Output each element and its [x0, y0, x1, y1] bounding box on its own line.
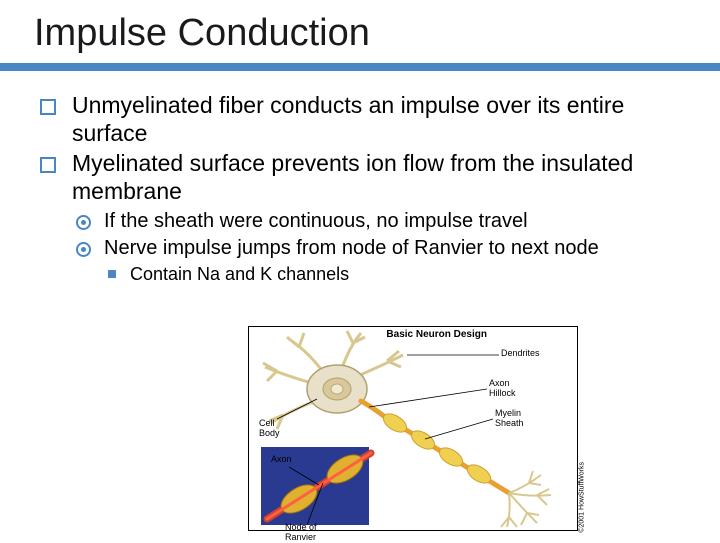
bullet-list: Unmyelinated fiber conducts an impulse o… — [34, 91, 700, 286]
accent-rule — [0, 63, 720, 71]
label-dendrites: Dendrites — [501, 349, 540, 359]
bullet-2-2-sublist: Contain Na and K channels — [104, 263, 700, 286]
page-title: Impulse Conduction — [0, 0, 720, 63]
bullet-2: Myelinated surface prevents ion flow fro… — [34, 149, 700, 286]
neuron-figure: Basic Neuron Design — [248, 326, 578, 531]
bullet-2-1-text: If the sheath were continuous, no impuls… — [104, 210, 528, 232]
bullet-2-2-1-text: Contain Na and K channels — [130, 264, 349, 284]
label-axon-hillock: Axon Hillock — [489, 379, 516, 399]
bullet-2-2: Nerve impulse jumps from node of Ranvier… — [72, 236, 700, 286]
bullet-2-sublist: If the sheath were continuous, no impuls… — [72, 209, 700, 286]
content-area: Unmyelinated fiber conducts an impulse o… — [0, 85, 720, 286]
figure-copyright: ©2001 HowStuffWorks — [579, 462, 586, 533]
label-myelin-sheath: Myelin Sheath — [495, 409, 524, 429]
bullet-2-2-text: Nerve impulse jumps from node of Ranvier… — [104, 237, 599, 259]
label-axon: Axon — [271, 455, 292, 465]
bullet-1-text: Unmyelinated fiber conducts an impulse o… — [72, 92, 624, 146]
bullet-2-2-1: Contain Na and K channels — [104, 263, 700, 286]
bullet-1: Unmyelinated fiber conducts an impulse o… — [34, 91, 700, 147]
label-cell-body: Cell Body — [259, 419, 280, 439]
bullet-2-1: If the sheath were continuous, no impuls… — [72, 209, 700, 234]
bullet-2-text: Myelinated surface prevents ion flow fro… — [72, 150, 633, 204]
